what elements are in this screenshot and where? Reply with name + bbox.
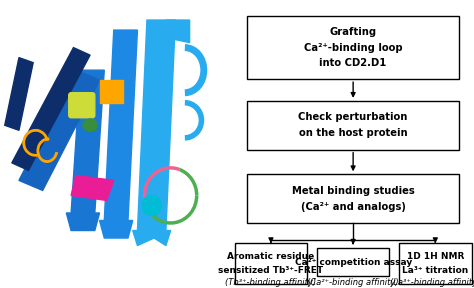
Text: (Ca²⁺-binding affinity): (Ca²⁺-binding affinity) bbox=[307, 278, 399, 287]
Polygon shape bbox=[104, 30, 137, 221]
FancyBboxPatch shape bbox=[399, 243, 472, 284]
Text: Ca²⁺ competition assay: Ca²⁺ competition assay bbox=[294, 257, 412, 267]
FancyBboxPatch shape bbox=[247, 16, 459, 79]
Text: into CD2.D1: into CD2.D1 bbox=[319, 58, 387, 68]
Text: on the host protein: on the host protein bbox=[299, 128, 408, 139]
Text: Aromatic residue: Aromatic residue bbox=[228, 252, 315, 261]
Text: Metal binding studies: Metal binding studies bbox=[292, 185, 414, 196]
Polygon shape bbox=[100, 221, 133, 238]
Circle shape bbox=[142, 196, 161, 215]
Text: sensitized Tb³⁺-FRET: sensitized Tb³⁺-FRET bbox=[219, 266, 323, 275]
FancyBboxPatch shape bbox=[247, 101, 459, 150]
Polygon shape bbox=[137, 20, 175, 230]
Text: La³⁺ titration: La³⁺ titration bbox=[402, 266, 468, 275]
FancyBboxPatch shape bbox=[100, 80, 123, 103]
Ellipse shape bbox=[83, 119, 97, 132]
Polygon shape bbox=[66, 213, 100, 230]
FancyBboxPatch shape bbox=[69, 93, 95, 118]
Text: Ca²⁺-binding loop: Ca²⁺-binding loop bbox=[304, 43, 402, 52]
Text: (La³⁺-binding affinity): (La³⁺-binding affinity) bbox=[390, 278, 474, 287]
FancyBboxPatch shape bbox=[235, 243, 307, 284]
Polygon shape bbox=[12, 48, 90, 170]
Polygon shape bbox=[166, 20, 190, 43]
Text: Grafting: Grafting bbox=[329, 27, 377, 37]
Polygon shape bbox=[5, 58, 33, 130]
Polygon shape bbox=[19, 70, 100, 190]
Polygon shape bbox=[71, 70, 104, 213]
Polygon shape bbox=[71, 175, 114, 200]
Polygon shape bbox=[133, 230, 171, 246]
FancyBboxPatch shape bbox=[247, 174, 459, 223]
Text: 1D 1H NMR: 1D 1H NMR bbox=[407, 252, 464, 261]
Text: (Ca²⁺ and analogs): (Ca²⁺ and analogs) bbox=[301, 202, 406, 212]
FancyBboxPatch shape bbox=[317, 248, 389, 276]
Text: Check perturbation: Check perturbation bbox=[299, 112, 408, 122]
Text: (Tb³⁺-binding affinity): (Tb³⁺-binding affinity) bbox=[225, 278, 317, 287]
